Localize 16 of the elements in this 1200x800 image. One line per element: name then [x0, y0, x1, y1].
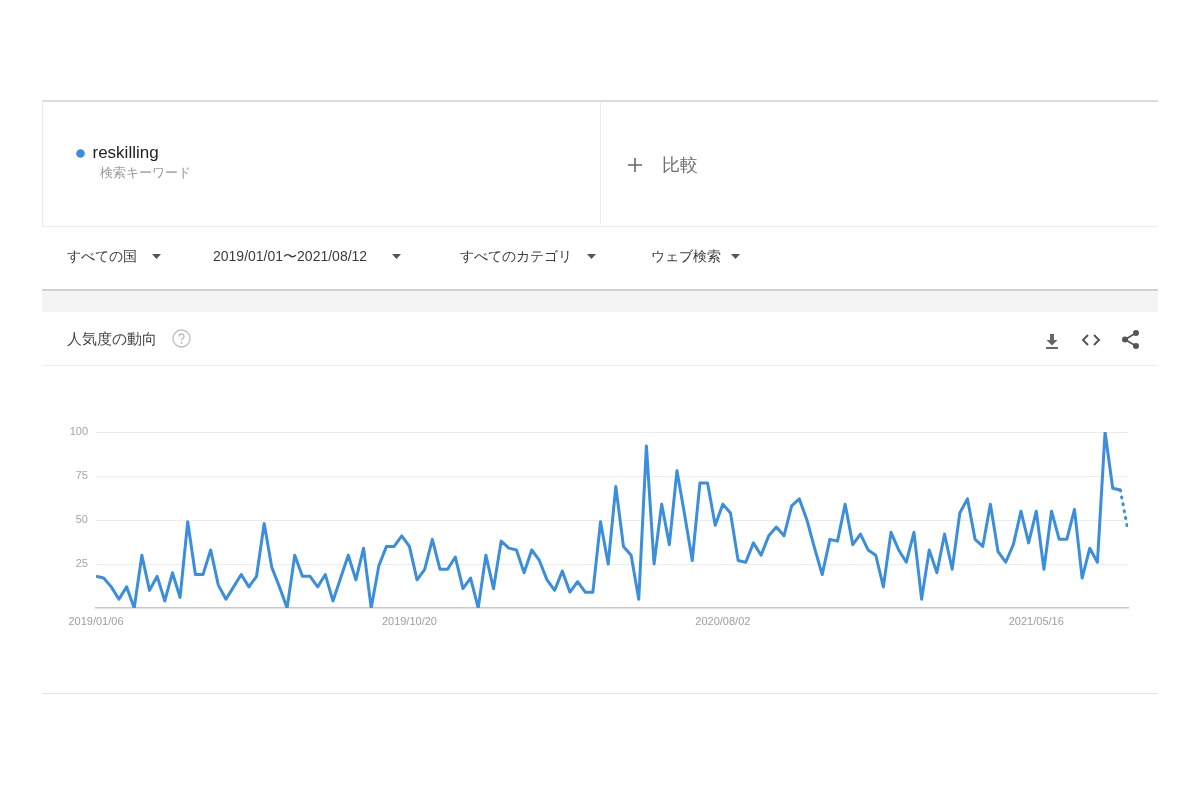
text: 2019/01/01〜2021/08/12 — [213, 248, 368, 264]
x-tick-label: 2021/05/16 — [1008, 614, 1064, 627]
chart-title: 人気度の動向 — [67, 330, 157, 348]
text: ウェブ検索 — [651, 248, 721, 264]
legend-label: reskilling — [92, 143, 159, 163]
y-tick-label: 100 — [69, 425, 88, 438]
x-tick-label: 2019/01/06 — [68, 614, 124, 627]
x-tick-label: 2019/10/20 — [381, 614, 437, 627]
text: すべてのカテゴリ — [460, 248, 572, 264]
y-tick-label: 50 — [75, 513, 88, 526]
text: 検索キーワード — [100, 165, 191, 180]
x-tick-label: 2020/08/02 — [695, 614, 751, 627]
y-tick-label: 25 — [75, 557, 88, 570]
text: 比較 — [662, 155, 698, 175]
y-tick-label: 75 — [75, 469, 88, 482]
text: すべての国 — [67, 248, 137, 264]
